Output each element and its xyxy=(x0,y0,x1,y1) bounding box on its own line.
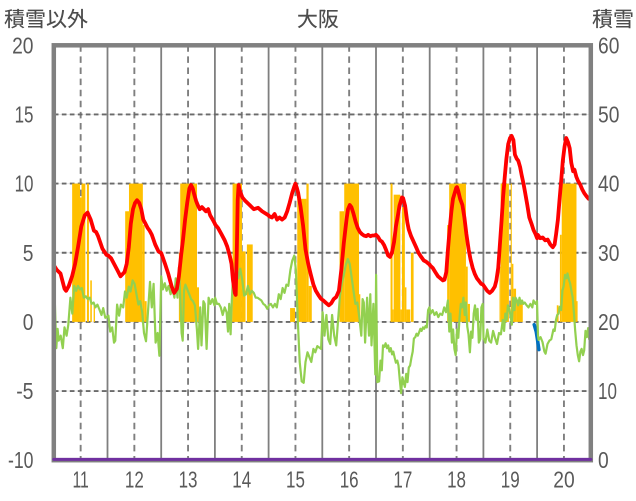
chart-title-glyph xyxy=(297,8,318,29)
sunshine-bar xyxy=(93,303,95,322)
sunshine-bar xyxy=(81,183,86,322)
x-tick-18: 18 xyxy=(447,467,466,493)
chart-title-glyph-path xyxy=(297,8,318,29)
sunshine-bar xyxy=(400,309,402,322)
red-line xyxy=(51,133,593,308)
x-tick-15: 15 xyxy=(286,467,305,493)
sunshine-bar xyxy=(410,252,414,322)
blue-line-series xyxy=(532,322,541,352)
sunshine-bar xyxy=(576,301,578,322)
sunshine-bar xyxy=(401,207,405,322)
right-axis-title xyxy=(592,8,633,29)
x-tick-14: 14 xyxy=(232,467,251,493)
right-tick-20: 20 xyxy=(598,309,619,335)
sunshine-bar xyxy=(197,287,200,322)
sunshine-bar xyxy=(308,285,312,322)
left-tick--5: -5 xyxy=(16,378,33,404)
sunshine-bar xyxy=(510,183,512,322)
right-tick-30: 30 xyxy=(598,240,619,266)
chart-title xyxy=(297,8,339,29)
left-axis-title-glyph-path xyxy=(67,8,88,29)
sunshine-bar xyxy=(79,197,82,322)
right-tick-0: 0 xyxy=(598,447,609,473)
sunshine-bar xyxy=(358,294,361,322)
left-axis-title-glyph xyxy=(67,8,88,29)
left-axis-title xyxy=(4,8,88,29)
chart-title-glyph-path xyxy=(319,9,339,29)
blue-line xyxy=(532,322,541,352)
right-axis-title-glyph xyxy=(614,9,633,29)
left-axis-title-glyph xyxy=(4,8,25,29)
sunshine-bar xyxy=(392,309,394,322)
right-tick-10: 10 xyxy=(598,378,617,404)
x-tick-19: 19 xyxy=(501,467,520,493)
left-axis-title-glyph-path xyxy=(26,9,45,29)
sunshine-bar xyxy=(297,198,307,322)
x-tick-11: 11 xyxy=(72,467,88,493)
left-tick-10: 10 xyxy=(15,171,34,197)
right-axis-title-glyph xyxy=(592,8,613,29)
right-tick-50: 50 xyxy=(598,101,619,127)
left-axis-title-glyph-path xyxy=(4,8,25,29)
x-tick-16: 16 xyxy=(340,467,359,493)
right-axis-title-glyph-path xyxy=(592,8,613,29)
left-tick-5: 5 xyxy=(23,240,34,266)
green-line xyxy=(52,254,592,395)
sunshine-bar xyxy=(144,301,147,322)
left-tick-15: 15 xyxy=(15,101,34,127)
right-axis-tick-labels: 60 50 40 30 20 10 0 xyxy=(598,32,619,473)
sunshine-bar xyxy=(449,183,466,322)
x-axis-tick-labels: 11 12 13 14 15 16 17 18 19 20 xyxy=(72,467,574,493)
sunshine-bar xyxy=(393,194,401,322)
sunshine-bar xyxy=(86,183,89,322)
sunshine-bar xyxy=(499,266,501,322)
sunshine-bar xyxy=(516,302,523,322)
left-axis-title-glyph xyxy=(26,9,45,29)
chart-title-glyph xyxy=(319,9,339,29)
sunshine-bar xyxy=(559,234,562,322)
left-tick-20: 20 xyxy=(12,32,33,58)
left-axis-title-glyph-path xyxy=(46,9,67,29)
sunshine-bar xyxy=(561,183,577,322)
sunshine-bar xyxy=(142,225,145,322)
sunshine-bar xyxy=(467,303,470,322)
left-tick--10: -10 xyxy=(8,447,34,473)
sunshine-bar xyxy=(465,266,468,322)
x-tick-13: 13 xyxy=(179,467,198,493)
red-line-series xyxy=(51,133,593,308)
green-line-series xyxy=(52,254,592,395)
sunshine-bar xyxy=(406,309,411,322)
left-axis-title-glyph xyxy=(46,9,67,29)
right-tick-60: 60 xyxy=(598,32,619,58)
sunshine-bar xyxy=(404,287,407,322)
right-tick-40: 40 xyxy=(598,171,619,197)
sunshine-bar xyxy=(447,225,450,322)
x-tick-17: 17 xyxy=(393,467,412,493)
right-axis-title-glyph-path xyxy=(614,9,633,29)
sunshine-bar xyxy=(290,308,296,322)
sunshine-bar xyxy=(500,183,509,322)
left-axis-tick-labels: 20 15 10 5 0 -5 -10 xyxy=(8,32,34,473)
left-tick-0: 0 xyxy=(23,309,34,335)
x-tick-12: 12 xyxy=(125,467,144,493)
sunshine-bar xyxy=(511,263,514,322)
x-tick-20: 20 xyxy=(553,467,574,493)
sunshine-bar xyxy=(246,244,253,322)
